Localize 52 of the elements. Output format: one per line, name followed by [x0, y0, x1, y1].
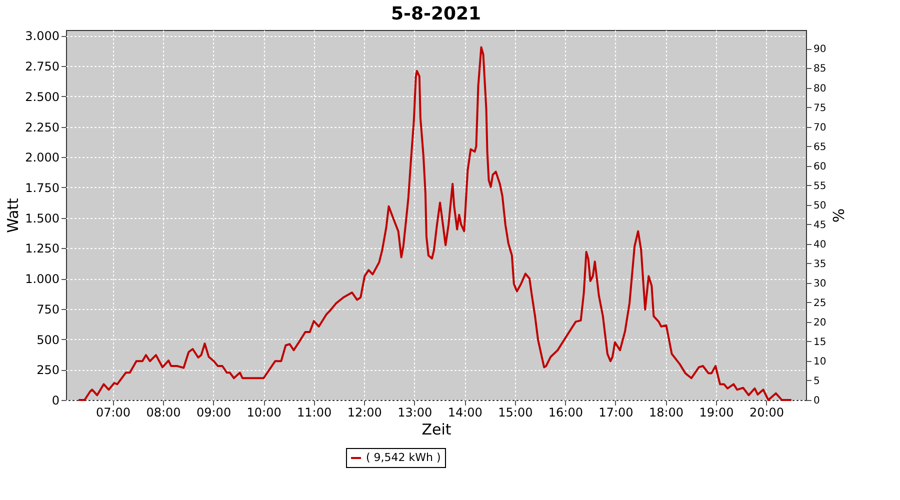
x-tick-label: 18:00	[648, 406, 684, 420]
legend-label: ( 9,542 kWh )	[366, 451, 441, 464]
y2-tick-label: 75	[814, 102, 826, 114]
y-tick-label: 2.750	[25, 60, 60, 74]
y-tick-label: 3.000	[25, 29, 60, 44]
y2-tick-label: 40	[814, 239, 826, 250]
x-tick-label: 13:00	[398, 406, 432, 420]
x-tick-label: 09:00	[196, 406, 232, 420]
y2-tick-label: 10	[814, 356, 826, 368]
x-tick-label: 10:00	[246, 406, 282, 420]
x-tick-label: 14:00	[448, 406, 482, 420]
y-tick-label: 1.000	[25, 272, 60, 286]
y2-tick-label: 70	[814, 122, 826, 134]
y2-tick-label: 90	[814, 44, 826, 56]
x-tick-label: 15:00	[498, 406, 533, 420]
y2-tick-label: 60	[814, 161, 826, 172]
chart-title: 5-8-2021	[390, 3, 482, 24]
y2-tick-label: 0	[814, 396, 820, 406]
y-tick-label: 2.500	[25, 90, 60, 104]
y-axis-title: Watt	[4, 198, 22, 233]
y-tick-label: 500	[36, 332, 60, 347]
y2-tick-label: 35	[814, 258, 826, 270]
x-tick-label: 07:00	[96, 406, 131, 420]
y2-tick-label: 45	[814, 220, 826, 231]
y2-tick-label: 55	[814, 180, 826, 192]
y2-tick-label: 65	[814, 142, 826, 153]
y-tick-label: 250	[36, 363, 60, 378]
y-tick-label: 1.250	[25, 242, 60, 256]
y2-tick-label: 30	[814, 278, 826, 290]
y-tick-label: 1.500	[25, 211, 60, 226]
y2-tick-label: 80	[814, 83, 826, 94]
x-tick-label: 17:00	[598, 406, 634, 420]
x-tick-label: 20:00	[749, 406, 784, 420]
y-tick-label: 0	[52, 394, 60, 408]
y2-tick-label: 15	[814, 336, 826, 348]
y2-tick-label: 25	[814, 298, 826, 309]
y-tick-label: 2.000	[25, 150, 60, 165]
y2-axis-title: %	[829, 208, 848, 223]
x-axis-title: Zeit	[422, 420, 452, 438]
x-tick-label: 11:00	[297, 406, 332, 420]
x-tick-label: 19:00	[699, 406, 734, 420]
x-tick-label: 12:00	[347, 406, 382, 420]
y2-tick-label: 20	[814, 317, 826, 328]
x-tick-label: 16:00	[548, 406, 583, 420]
y2-tick-label: 50	[814, 200, 826, 212]
y2-tick-label: 85	[814, 64, 826, 75]
y-tick-label: 1.750	[25, 180, 60, 195]
x-tick-label: 08:00	[146, 406, 181, 420]
y-tick-label: 2.250	[25, 120, 60, 134]
y2-tick-label: 5	[814, 376, 820, 387]
y-tick-label: 750	[36, 302, 60, 316]
line-series	[78, 46, 792, 401]
